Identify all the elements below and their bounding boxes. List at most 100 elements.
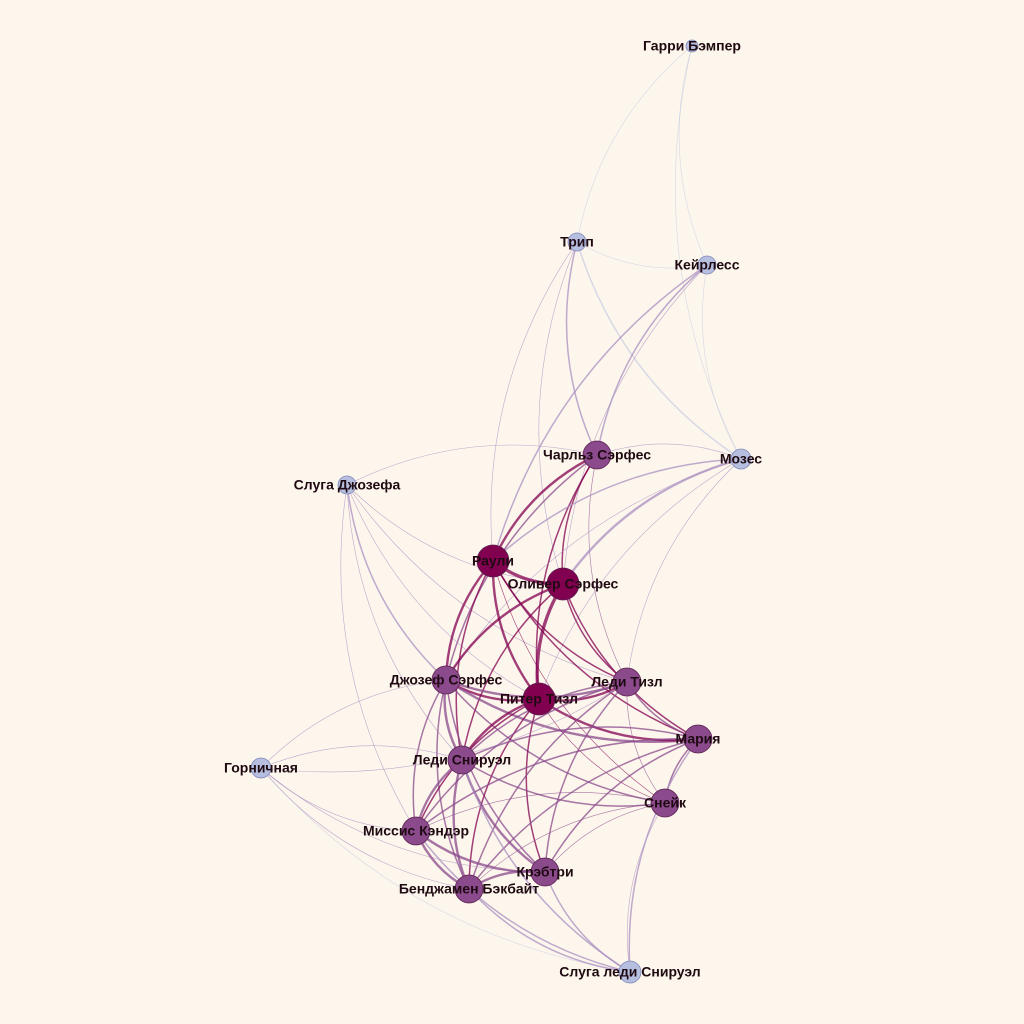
edge-servant_joseph-candour <box>340 484 417 832</box>
edge-rauli-peter <box>491 560 540 700</box>
edge-joseph-maria <box>445 678 699 743</box>
edge-snake-candour <box>415 792 666 832</box>
edge-moses-peter <box>538 458 742 700</box>
node-snake[interactable] <box>650 788 680 818</box>
edge-trip-rauli <box>490 241 578 562</box>
edge-lady_teazle-benjamin <box>468 681 628 890</box>
node-label-moses: Мозес <box>720 451 762 467</box>
node-peter[interactable] <box>522 682 556 716</box>
edge-kayrless-rauli <box>492 264 708 562</box>
edge-servant_joseph-joseph <box>346 484 447 681</box>
labels-layer: Гарри Бэмпер Трип Кейрлесс Чарльз Сэрфес Моз… <box>224 38 762 980</box>
node-label-rauli: Раули <box>472 553 514 569</box>
edge-servant_joseph-lady_teazle <box>346 484 628 683</box>
node-joseph[interactable] <box>431 665 461 695</box>
edge-servant_joseph-lady_sneerwell <box>346 484 463 761</box>
edge-rauli-maria <box>492 560 699 740</box>
edge-candour-servant_sneerwell <box>415 830 631 973</box>
edge-peter-crabtree <box>525 698 546 873</box>
node-lady_teazle[interactable] <box>612 667 642 697</box>
edge-charles-lady_teazle <box>588 454 628 683</box>
edge-maid-candour <box>260 767 417 832</box>
node-rauli[interactable] <box>476 544 510 578</box>
edge-snake-crabtree <box>544 802 666 873</box>
node-crabtree[interactable] <box>530 857 560 887</box>
node-label-maria: Мария <box>676 731 721 747</box>
edge-crabtree-servant_sneerwell <box>544 871 631 973</box>
edge-maria-crabtree <box>544 738 699 873</box>
edge-charles-servant_joseph <box>346 444 598 486</box>
node-label-benjamin: Бенджамен Бэкбайт <box>399 881 539 897</box>
node-label-oliver: Оливер Сэрфес <box>508 576 619 592</box>
node-maria[interactable] <box>683 724 713 754</box>
edge-garry-kayrless <box>678 45 708 266</box>
edge-charles-rauli <box>491 453 598 562</box>
edge-joseph-crabtree <box>445 679 546 873</box>
edge-charles-oliver <box>561 454 598 585</box>
nodes-layer <box>250 39 752 984</box>
node-label-kayrless: Кейрлесс <box>674 257 739 273</box>
edge-kayrless-moses <box>702 264 742 460</box>
edge-lady_teazle-candour <box>415 681 628 832</box>
edge-kayrless-oliver <box>562 264 708 585</box>
node-lady_sneerwell[interactable] <box>447 745 477 775</box>
edge-lady_teazle-snake <box>626 681 666 804</box>
node-label-servant_sneerwell: Слуга леди Снируэл <box>559 964 700 980</box>
edge-maria-lady_sneerwell <box>461 726 699 761</box>
node-label-crabtree: Крэбтри <box>516 864 573 880</box>
edge-maid-servant_sneerwell <box>260 767 631 973</box>
edge-garry-moses <box>674 45 742 460</box>
edge-moses-charles <box>596 443 742 460</box>
edge-trip-charles <box>565 241 598 456</box>
edge-lady_teazle-crabtree <box>544 681 628 873</box>
edge-maria-servant_sneerwell <box>628 738 699 973</box>
node-charles[interactable] <box>582 440 612 470</box>
edge-lady_sneerwell-maid <box>260 745 463 769</box>
node-label-lady_teazle: Леди Тизл <box>591 674 662 690</box>
node-servant_sneerwell[interactable] <box>618 960 642 984</box>
edge-moses-lady_teazle <box>626 458 742 683</box>
edges-layer <box>260 45 742 973</box>
edge-servant_joseph-oliver <box>346 484 564 585</box>
node-label-candour: Миссис Кэндэр <box>363 823 469 839</box>
edge-trip-moses <box>576 241 742 460</box>
node-label-snake: Снейк <box>644 795 687 811</box>
node-garry[interactable] <box>685 39 699 53</box>
edge-snake-servant_sneerwell <box>626 802 666 973</box>
edge-joseph-candour <box>412 679 447 832</box>
node-benjamin[interactable] <box>454 874 484 904</box>
edge-kayrless-charles <box>596 264 708 456</box>
edge-peter-snake <box>538 698 666 804</box>
edge-benjamin-servant_sneerwell <box>468 888 631 973</box>
node-oliver[interactable] <box>546 567 580 601</box>
edge-servant_joseph-peter <box>346 484 540 700</box>
edge-maria-benjamin <box>468 738 699 890</box>
edge-moses-rauli <box>492 458 742 562</box>
edge-peter-benjamin <box>468 698 540 890</box>
edge-moses-oliver <box>562 457 742 585</box>
edge-maria-candour <box>415 738 699 832</box>
node-label-maid: Горничная <box>224 760 298 776</box>
node-label-lady_sneerwell: Леди Снируэл <box>413 752 511 768</box>
edge-snake-benjamin <box>468 802 666 890</box>
node-label-trip: Трип <box>560 234 594 250</box>
node-label-garry: Гарри Бэмпер <box>643 38 741 54</box>
node-label-charles: Чарльз Сэрфес <box>543 447 651 463</box>
node-maid[interactable] <box>250 757 272 779</box>
node-label-joseph: Джозеф Сэрфес <box>390 672 503 688</box>
edge-oliver-maria <box>562 583 699 740</box>
node-kayrless[interactable] <box>697 255 717 275</box>
node-servant_joseph[interactable] <box>337 475 357 495</box>
node-label-servant_joseph: Слуга Джозефа <box>294 477 401 493</box>
edge-trip-kayrless <box>576 241 708 269</box>
edge-lady_sneerwell-benjamin <box>452 759 471 890</box>
node-label-peter: Питер Тизл <box>500 691 578 707</box>
edge-trip-oliver <box>538 241 578 585</box>
node-candour[interactable] <box>401 816 431 846</box>
edge-oliver-lady_sneerwell <box>461 583 564 761</box>
edge-maid-crabtree <box>260 767 546 873</box>
node-trip[interactable] <box>567 232 587 252</box>
node-moses[interactable] <box>730 448 752 470</box>
edge-peter-maria <box>538 698 699 742</box>
